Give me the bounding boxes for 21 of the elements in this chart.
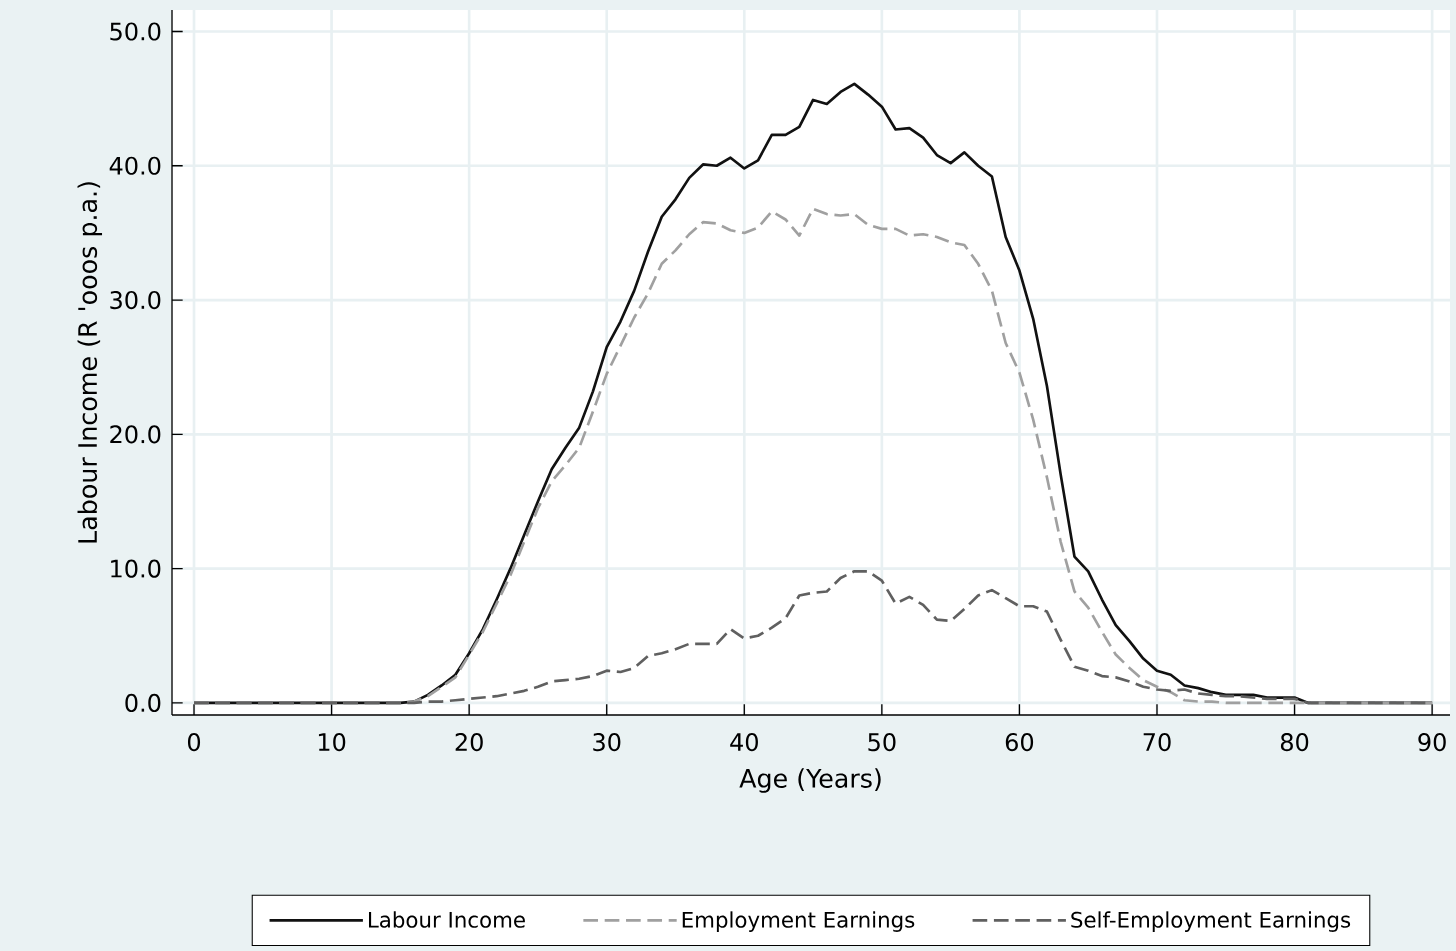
legend-label: Self-Employment Earnings bbox=[1071, 911, 1351, 932]
legend-label: Labour Income bbox=[369, 911, 525, 928]
x-tick-label: 20 bbox=[455, 733, 483, 752]
x-tick-label: 0 bbox=[187, 733, 201, 752]
y-axis-title: Labour Income (R 'ooos p.a.) bbox=[77, 182, 103, 543]
x-tick-label: 30 bbox=[593, 733, 621, 752]
x-tick-label: 40 bbox=[730, 733, 758, 752]
y-tick-label: 20.0 bbox=[110, 425, 161, 444]
y-tick-label: 30.0 bbox=[110, 290, 161, 310]
legend-label: Employment Earnings bbox=[682, 911, 915, 932]
x-tick-label: 10 bbox=[318, 733, 346, 752]
x-tick-label: 60 bbox=[1005, 733, 1034, 752]
y-tick-label: 50.0 bbox=[110, 22, 161, 41]
x-tick-label: 50 bbox=[868, 733, 896, 752]
x-tick-label: 90 bbox=[1418, 733, 1446, 752]
y-tick-label: 0.0 bbox=[125, 693, 161, 712]
y-tick-label: 10.0 bbox=[111, 559, 161, 578]
x-tick-label: 70 bbox=[1143, 733, 1171, 752]
y-tick-label: 40.0 bbox=[109, 156, 161, 175]
x-tick-label: 80 bbox=[1280, 733, 1309, 752]
x-axis-title: Age (Years) bbox=[739, 768, 881, 793]
